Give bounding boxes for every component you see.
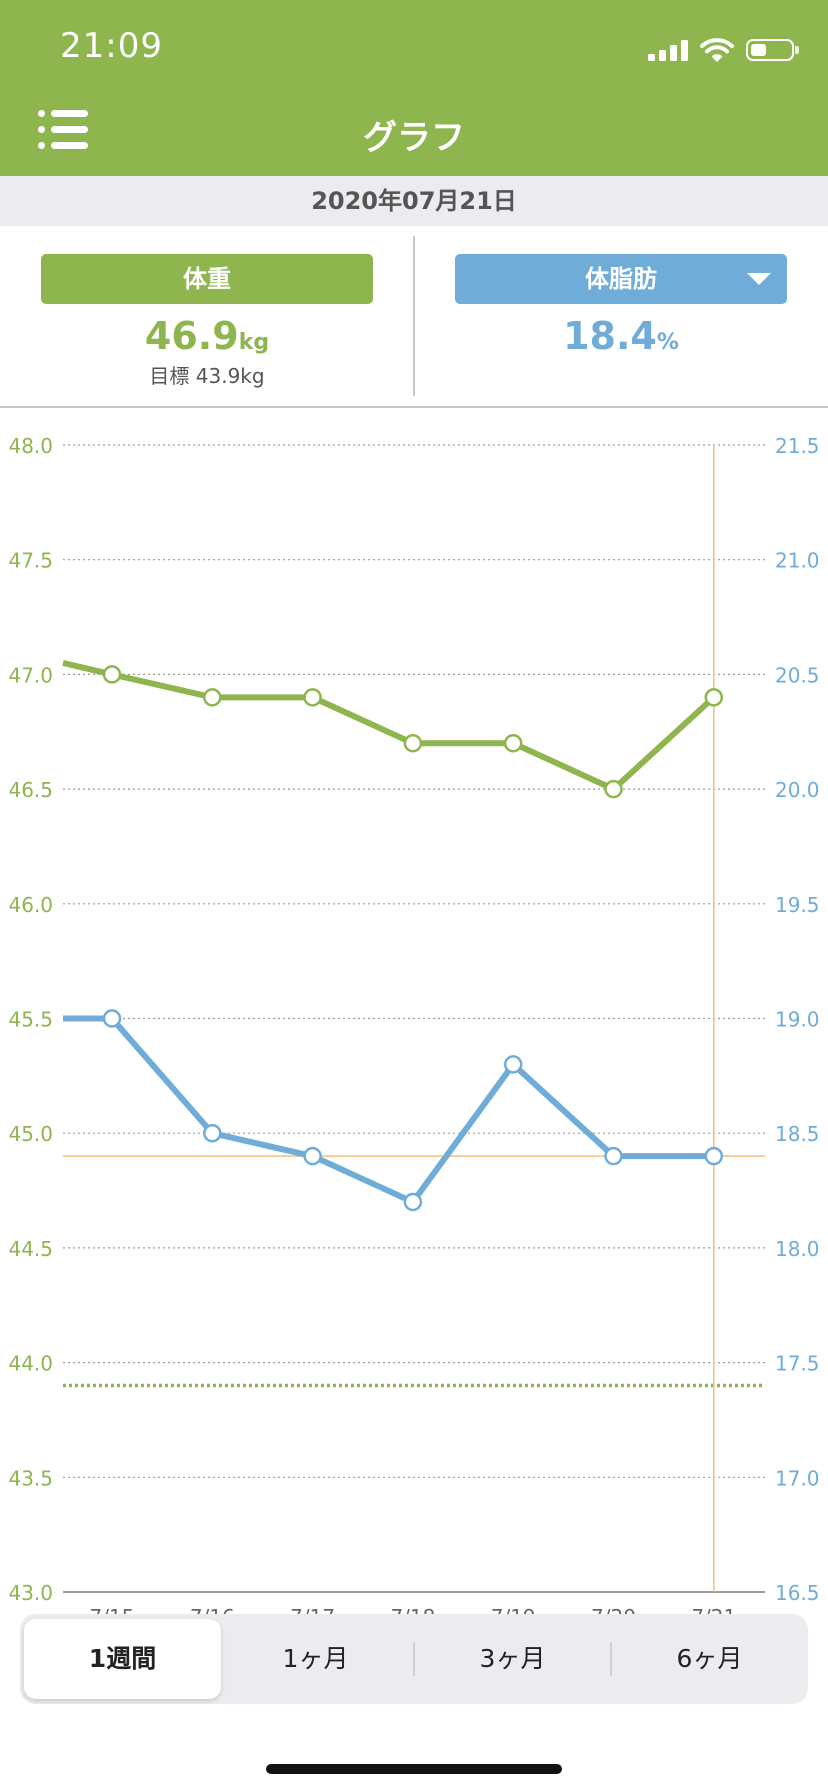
menu-list-icon[interactable]	[38, 110, 88, 150]
y-right-tick-label: 18.0	[775, 1237, 820, 1261]
y-right-tick-label: 21.0	[775, 549, 820, 573]
weight-fat-chart[interactable]: 48.0 21.5 47.5 21.0 47.0 20.5 46.5 20.0 46.0 19.5…	[0, 0, 828, 1660]
status-time: 21:09	[60, 26, 163, 66]
data-point-body-fat	[303, 1146, 322, 1166]
data-point-body-fat	[503, 1055, 523, 1074]
period-separator	[413, 1642, 415, 1676]
y-right-tick-label: 20.5	[775, 663, 820, 687]
y-right-tick-label: 16.5	[775, 1581, 820, 1605]
data-point-weight	[403, 733, 423, 753]
body-fat-number: 18.4	[563, 314, 657, 358]
data-point-weight	[203, 688, 222, 707]
wifi-icon	[700, 38, 734, 62]
battery-icon	[746, 39, 799, 61]
data-point-weight	[303, 688, 322, 707]
period-tab[interactable]: 1ヶ月	[282, 1644, 349, 1673]
period-separator	[610, 1642, 612, 1676]
y-left-tick-label: 48.0	[8, 434, 53, 458]
weight-button[interactable]: 体重	[41, 254, 373, 304]
data-point-weight	[102, 665, 122, 684]
y-right-tick-label: 19.0	[775, 1008, 820, 1032]
y-left-tick-label: 43.0	[8, 1581, 53, 1605]
series-line-body-fat	[63, 1015, 714, 1206]
y-left-tick-label: 45.0	[8, 1122, 53, 1146]
body-fat-label: 体脂肪	[585, 265, 657, 293]
y-right-tick-label: 17.5	[775, 1352, 820, 1376]
y-right-tick-label: 21.5	[775, 434, 820, 458]
y-left-tick-label: 47.5	[8, 549, 53, 573]
y-right-tick-label: 19.5	[775, 893, 820, 917]
data-point-body-fat	[604, 1146, 623, 1166]
period-tab[interactable]: 1週間	[24, 1619, 221, 1699]
y-left-tick-label: 46.5	[8, 778, 53, 802]
body-fat-value: 18.4%	[455, 314, 787, 358]
y-right-tick-label: 17.0	[775, 1466, 820, 1490]
data-point-weight	[704, 688, 724, 707]
y-left-tick-label: 47.0	[8, 663, 53, 687]
series-line-weight	[62, 660, 716, 793]
weight-number: 46.9	[144, 314, 239, 358]
y-right-tick-label: 18.5	[775, 1122, 820, 1146]
data-point-body-fat	[102, 1009, 122, 1028]
y-left-tick-label: 44.5	[8, 1237, 53, 1261]
y-left-tick-label: 45.5	[8, 1008, 53, 1032]
nav-bar: 21:09 グラフ	[0, 0, 828, 176]
y-left-tick-label: 43.5	[8, 1466, 53, 1490]
period-tab[interactable]: 6ヶ月	[676, 1644, 743, 1673]
dropdown-caret-icon	[747, 273, 771, 285]
y-right-tick-label: 20.0	[775, 778, 820, 802]
weight-label: 体重	[183, 265, 231, 293]
body-fat-unit: %	[656, 330, 679, 355]
weight-goal: 目標 43.9kg	[149, 364, 265, 388]
signal-icon	[648, 39, 688, 61]
date-label: 2020年07月21日	[0, 176, 828, 226]
card-divider	[413, 236, 415, 396]
weight-value: 46.9kg	[41, 314, 373, 358]
period-tab[interactable]: 3ヶ月	[479, 1644, 546, 1673]
data-point-body-fat	[403, 1192, 423, 1212]
data-point-weight	[503, 733, 523, 753]
summary-cards: 体重 46.9kg 目標 43.9kg 体脂肪 18.4%	[0, 226, 828, 408]
page-title: グラフ	[363, 118, 465, 158]
home-indicator	[266, 1764, 562, 1774]
y-left-tick-label: 44.0	[8, 1352, 53, 1376]
data-point-body-fat	[704, 1146, 724, 1166]
data-point-body-fat	[203, 1123, 222, 1143]
weight-unit: kg	[238, 330, 270, 355]
body-fat-dropdown[interactable]: 体脂肪	[455, 254, 787, 304]
status-icons	[648, 34, 799, 66]
data-point-weight	[604, 779, 623, 799]
period-selector: 1週間 1ヶ月 3ヶ月 6ヶ月	[20, 1614, 808, 1704]
y-left-tick-label: 46.0	[8, 893, 53, 917]
